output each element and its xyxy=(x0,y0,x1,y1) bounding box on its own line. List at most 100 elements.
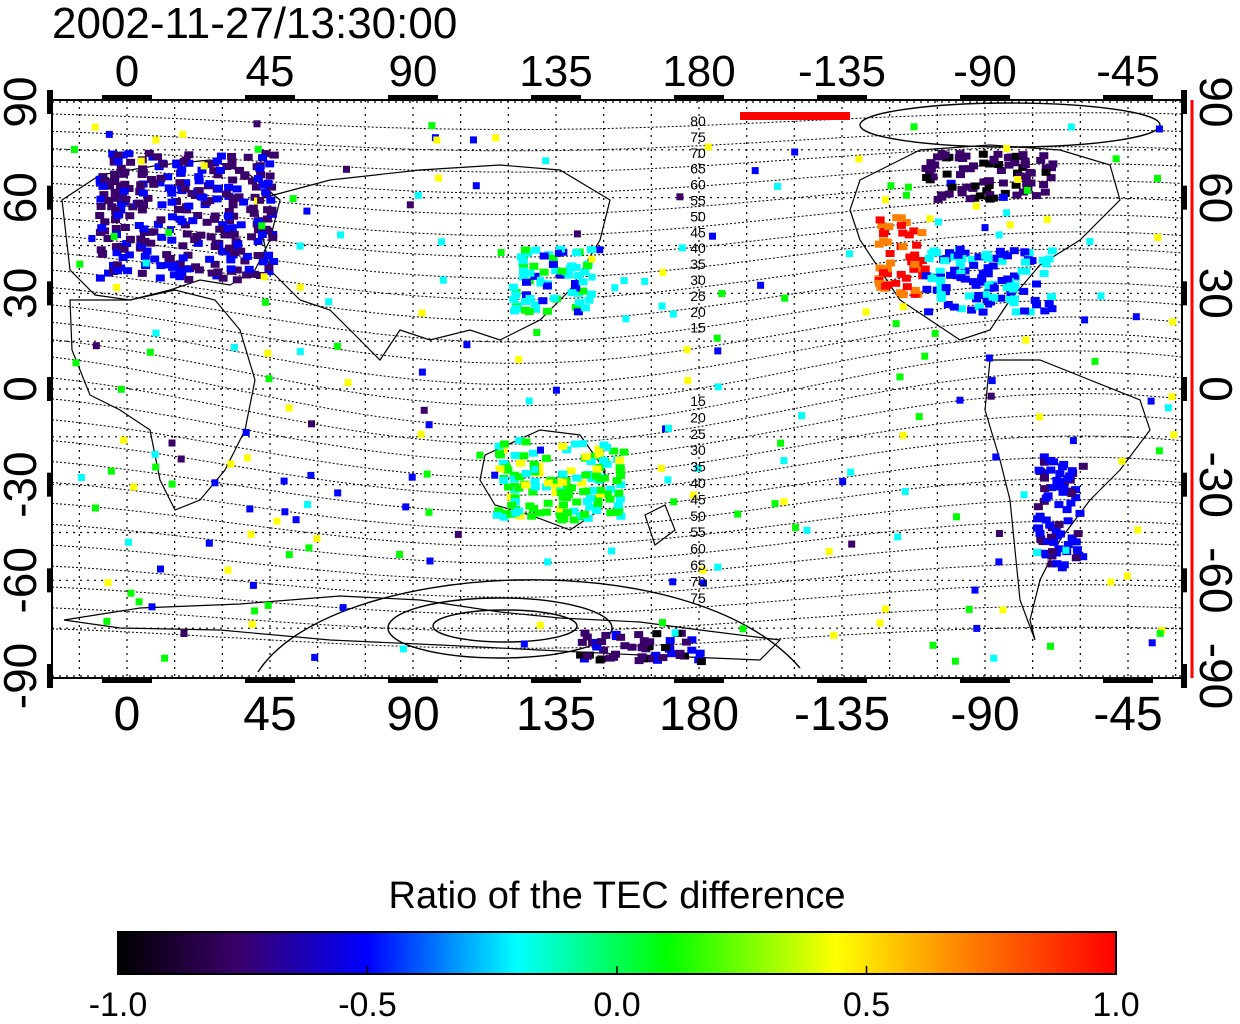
tec-data-cell xyxy=(256,272,265,279)
tec-data-cell xyxy=(592,506,601,514)
tec-data-cell xyxy=(253,175,263,182)
contour-label: 25 xyxy=(690,288,706,304)
coastline-path xyxy=(644,504,676,546)
tec-data-cell xyxy=(119,245,129,253)
tec-data-cell xyxy=(985,300,993,308)
magnetic-contour-line xyxy=(52,499,1182,547)
tec-data-cell xyxy=(1058,488,1068,496)
tec-data-cell xyxy=(158,160,168,168)
coastline-path xyxy=(984,359,1151,641)
tec-data-cell xyxy=(904,183,912,191)
contour-label: 25 xyxy=(690,426,706,442)
tec-data-cell xyxy=(531,465,539,473)
tec-data-cell xyxy=(1039,270,1049,277)
tec-data-cell xyxy=(514,507,524,515)
tec-data-cell xyxy=(1067,490,1077,497)
top-longitude-label: 90 xyxy=(389,47,438,96)
contour-label: 50 xyxy=(690,508,706,524)
tec-data-cell xyxy=(661,644,671,651)
tec-data-cell xyxy=(1168,393,1176,401)
tec-data-cell xyxy=(876,619,884,627)
tec-data-cell xyxy=(1046,484,1056,492)
tec-data-cell xyxy=(989,284,999,292)
tec-data-cell xyxy=(599,441,609,449)
frame-tick xyxy=(960,95,1010,101)
tec-data-cell xyxy=(616,472,626,480)
tec-data-cell xyxy=(176,169,186,177)
tec-data-cell xyxy=(1148,639,1156,647)
tec-data-cell xyxy=(1047,642,1054,650)
tec-data-cell xyxy=(428,122,436,130)
tec-data-cell xyxy=(602,490,612,498)
tec-data-cell xyxy=(169,262,179,270)
tec-data-cell xyxy=(798,412,806,420)
tec-data-cell xyxy=(675,652,685,659)
tec-data-cell xyxy=(1034,466,1044,474)
tec-data-cell xyxy=(1154,234,1162,241)
tec-data-cell xyxy=(920,265,930,273)
tec-data-cell xyxy=(941,284,951,292)
tec-data-cell xyxy=(1063,475,1073,483)
frame-tick xyxy=(388,677,438,683)
frame-tick xyxy=(531,95,581,101)
tec-data-cell xyxy=(235,166,244,174)
tec-data-cell xyxy=(965,165,975,173)
frame-tick xyxy=(817,95,867,101)
tec-data-cell xyxy=(1081,316,1089,324)
tec-data-cell xyxy=(892,320,900,328)
tec-data-cell xyxy=(153,153,162,161)
tec-data-cell xyxy=(1123,572,1131,580)
tec-data-cell xyxy=(696,658,706,666)
tec-data-cell xyxy=(164,184,174,192)
tec-data-cell xyxy=(522,291,531,299)
tec-data-cell xyxy=(139,225,149,233)
tec-data-cell xyxy=(670,498,678,506)
tec-data-cell xyxy=(1066,499,1076,507)
tec-data-cell xyxy=(571,440,581,448)
tec-data-cell xyxy=(1091,357,1099,365)
tec-data-cell xyxy=(522,278,531,286)
tec-data-cell xyxy=(983,254,993,262)
tec-data-cell xyxy=(936,285,946,293)
tec-data-cell xyxy=(562,268,571,276)
tec-data-cell xyxy=(187,190,197,197)
tec-data-cell xyxy=(216,166,225,174)
contour-label: 20 xyxy=(690,409,706,425)
tec-data-cell xyxy=(585,503,595,511)
tec-data-cell xyxy=(676,193,684,201)
frame-tick xyxy=(1103,677,1153,683)
tec-data-cell xyxy=(184,159,194,167)
tec-data-cell xyxy=(1063,541,1073,549)
top-longitude-label: -135 xyxy=(798,47,886,96)
tec-data-cell xyxy=(580,268,590,276)
tec-data-cell xyxy=(839,478,847,486)
tec-data-cell xyxy=(586,290,596,298)
tec-data-cell xyxy=(88,235,96,242)
contour-label: 75 xyxy=(690,129,706,145)
tec-data-cell xyxy=(1154,174,1161,182)
magnetic-contour-line xyxy=(52,541,1182,581)
tec-data-cell xyxy=(652,630,662,638)
tec-data-cell xyxy=(146,239,156,247)
left-latitude-label: 30 xyxy=(0,268,46,319)
tec-data-cell xyxy=(1062,546,1070,554)
tec-data-cell xyxy=(1047,164,1056,172)
tec-data-cell xyxy=(110,232,118,240)
tec-data-cell xyxy=(206,233,216,241)
top-longitude-label: 180 xyxy=(662,47,735,96)
tec-data-cell xyxy=(470,136,477,144)
tec-data-cell xyxy=(528,449,538,457)
tec-data-cell xyxy=(687,646,697,654)
tec-data-cell xyxy=(525,502,535,510)
frame-tick xyxy=(531,677,581,683)
tec-data-cell xyxy=(987,392,995,400)
tec-data-cell xyxy=(167,198,177,206)
tec-data-cell xyxy=(116,206,126,214)
tec-data-cell xyxy=(146,176,156,183)
tec-data-cell xyxy=(239,198,249,206)
tec-data-cell xyxy=(934,218,942,226)
tec-data-cell xyxy=(665,637,675,645)
tec-data-cell xyxy=(254,218,263,226)
tec-data-cell xyxy=(1000,189,1010,197)
